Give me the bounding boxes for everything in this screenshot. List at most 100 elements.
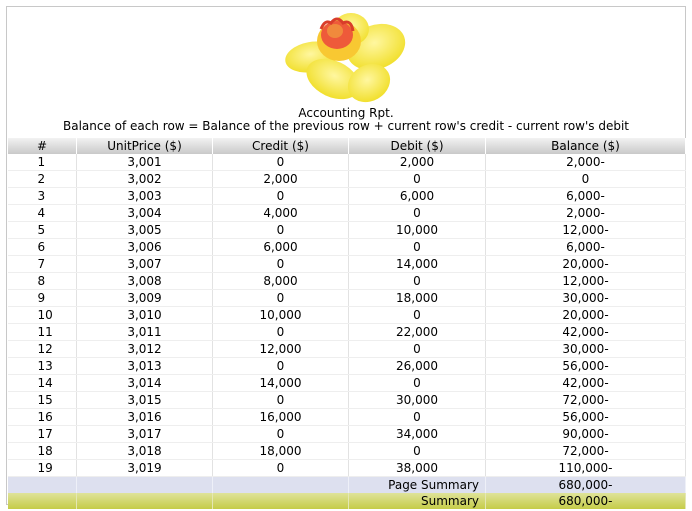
debit-cell: 0 bbox=[348, 306, 486, 324]
row-index: 13 bbox=[7, 357, 77, 375]
row-index: 6 bbox=[7, 238, 77, 256]
table-header-row: # UnitPrice ($) Credit ($) Debit ($) Bal… bbox=[7, 138, 686, 154]
daffodil-logo bbox=[285, 13, 406, 103]
report-subtitle: Balance of each row = Balance of the pre… bbox=[62, 119, 630, 133]
balance-cell: 6,000- bbox=[485, 187, 686, 205]
table-row[interactable]: 13 3,013 0 26,000 56,000- bbox=[7, 357, 686, 375]
row-index: 14 bbox=[7, 374, 77, 392]
row-index: 2 bbox=[7, 170, 77, 188]
balance-cell: 12,000- bbox=[485, 272, 686, 290]
unit-price-cell: 3,011 bbox=[76, 323, 213, 341]
row-index: 9 bbox=[7, 289, 77, 307]
row-index: 12 bbox=[7, 340, 77, 358]
debit-cell: 0 bbox=[348, 204, 486, 222]
column-header-balance[interactable]: Balance ($) bbox=[485, 138, 686, 154]
debit-cell: 2,000 bbox=[348, 154, 486, 171]
table-row[interactable]: 15 3,015 0 30,000 72,000- bbox=[7, 391, 686, 409]
credit-cell: 0 bbox=[212, 459, 349, 477]
row-index: 18 bbox=[7, 442, 77, 460]
balance-cell: 20,000- bbox=[485, 255, 686, 273]
table-row[interactable]: 12 3,012 12,000 0 30,000- bbox=[7, 340, 686, 358]
row-index: 19 bbox=[7, 459, 77, 477]
credit-cell: 0 bbox=[212, 187, 349, 205]
table-row[interactable]: 2 3,002 2,000 0 0 bbox=[7, 170, 686, 188]
debit-cell: 26,000 bbox=[348, 357, 486, 375]
balance-cell: 2,000- bbox=[485, 154, 686, 171]
credit-cell: 2,000 bbox=[212, 170, 349, 188]
table-row[interactable]: 17 3,017 0 34,000 90,000- bbox=[7, 425, 686, 443]
debit-cell: 14,000 bbox=[348, 255, 486, 273]
unit-price-cell: 3,006 bbox=[76, 238, 213, 256]
table-row[interactable]: 5 3,005 0 10,000 12,000- bbox=[7, 221, 686, 239]
table-row[interactable]: 4 3,004 4,000 0 2,000- bbox=[7, 204, 686, 222]
row-index: 10 bbox=[7, 306, 77, 324]
credit-cell: 0 bbox=[212, 154, 349, 171]
accounting-table: # UnitPrice ($) Credit ($) Debit ($) Bal… bbox=[7, 138, 686, 509]
unit-price-cell: 3,014 bbox=[76, 374, 213, 392]
table-row[interactable]: 19 3,019 0 38,000 110,000- bbox=[7, 459, 686, 477]
table-row[interactable]: 8 3,008 8,000 0 12,000- bbox=[7, 272, 686, 290]
table-row[interactable]: 14 3,014 14,000 0 42,000- bbox=[7, 374, 686, 392]
balance-cell: 0 bbox=[485, 170, 686, 188]
credit-cell: 0 bbox=[212, 425, 349, 443]
row-index: 17 bbox=[7, 425, 77, 443]
column-header-debit[interactable]: Debit ($) bbox=[348, 138, 486, 154]
table-row[interactable]: 18 3,018 18,000 0 72,000- bbox=[7, 442, 686, 460]
page-summary-value: 680,000- bbox=[485, 476, 686, 493]
page-summary-label: Page Summary bbox=[348, 476, 486, 493]
row-index: 16 bbox=[7, 408, 77, 426]
balance-cell: 42,000- bbox=[485, 323, 686, 341]
row-index: 1 bbox=[7, 154, 77, 171]
credit-cell: 16,000 bbox=[212, 408, 349, 426]
debit-cell: 22,000 bbox=[348, 323, 486, 341]
balance-cell: 2,000- bbox=[485, 204, 686, 222]
credit-cell: 0 bbox=[212, 289, 349, 307]
unit-price-cell: 3,015 bbox=[76, 391, 213, 409]
unit-price-cell: 3,005 bbox=[76, 221, 213, 239]
debit-cell: 0 bbox=[348, 374, 486, 392]
debit-cell: 38,000 bbox=[348, 459, 486, 477]
table-row[interactable]: 16 3,016 16,000 0 56,000- bbox=[7, 408, 686, 426]
debit-cell: 0 bbox=[348, 340, 486, 358]
table-row[interactable]: 11 3,011 0 22,000 42,000- bbox=[7, 323, 686, 341]
table-body: 1 3,001 0 2,000 2,000- 2 3,002 2,000 0 0 3 3,003 0 6,… bbox=[7, 154, 686, 477]
credit-cell: 0 bbox=[212, 255, 349, 273]
balance-cell: 20,000- bbox=[485, 306, 686, 324]
balance-cell: 42,000- bbox=[485, 374, 686, 392]
column-header-credit[interactable]: Credit ($) bbox=[212, 138, 349, 154]
column-header-unitprice[interactable]: UnitPrice ($) bbox=[76, 138, 213, 154]
balance-cell: 56,000- bbox=[485, 357, 686, 375]
row-index: 11 bbox=[7, 323, 77, 341]
row-index: 3 bbox=[7, 187, 77, 205]
debit-cell: 30,000 bbox=[348, 391, 486, 409]
credit-cell: 18,000 bbox=[212, 442, 349, 460]
unit-price-cell: 3,017 bbox=[76, 425, 213, 443]
unit-price-cell: 3,010 bbox=[76, 306, 213, 324]
table-row[interactable]: 10 3,010 10,000 0 20,000- bbox=[7, 306, 686, 324]
debit-cell: 0 bbox=[348, 238, 486, 256]
column-header-index[interactable]: # bbox=[7, 138, 77, 154]
accounting-report: Accounting Rpt. Balance of each row = Ba… bbox=[6, 6, 686, 509]
table-row[interactable]: 3 3,003 0 6,000 6,000- bbox=[7, 187, 686, 205]
credit-cell: 0 bbox=[212, 391, 349, 409]
row-index: 15 bbox=[7, 391, 77, 409]
table-row[interactable]: 9 3,009 0 18,000 30,000- bbox=[7, 289, 686, 307]
balance-cell: 6,000- bbox=[485, 238, 686, 256]
balance-cell: 72,000- bbox=[485, 391, 686, 409]
balance-cell: 56,000- bbox=[485, 408, 686, 426]
debit-cell: 0 bbox=[348, 442, 486, 460]
unit-price-cell: 3,001 bbox=[76, 154, 213, 171]
debit-cell: 10,000 bbox=[348, 221, 486, 239]
balance-cell: 72,000- bbox=[485, 442, 686, 460]
page-summary-row: Page Summary 680,000- bbox=[7, 476, 686, 493]
table-row[interactable]: 6 3,006 6,000 0 6,000- bbox=[7, 238, 686, 256]
debit-cell: 0 bbox=[348, 272, 486, 290]
credit-cell: 14,000 bbox=[212, 374, 349, 392]
unit-price-cell: 3,013 bbox=[76, 357, 213, 375]
debit-cell: 6,000 bbox=[348, 187, 486, 205]
credit-cell: 4,000 bbox=[212, 204, 349, 222]
debit-cell: 18,000 bbox=[348, 289, 486, 307]
table-row[interactable]: 7 3,007 0 14,000 20,000- bbox=[7, 255, 686, 273]
table-row[interactable]: 1 3,001 0 2,000 2,000- bbox=[7, 154, 686, 171]
unit-price-cell: 3,016 bbox=[76, 408, 213, 426]
